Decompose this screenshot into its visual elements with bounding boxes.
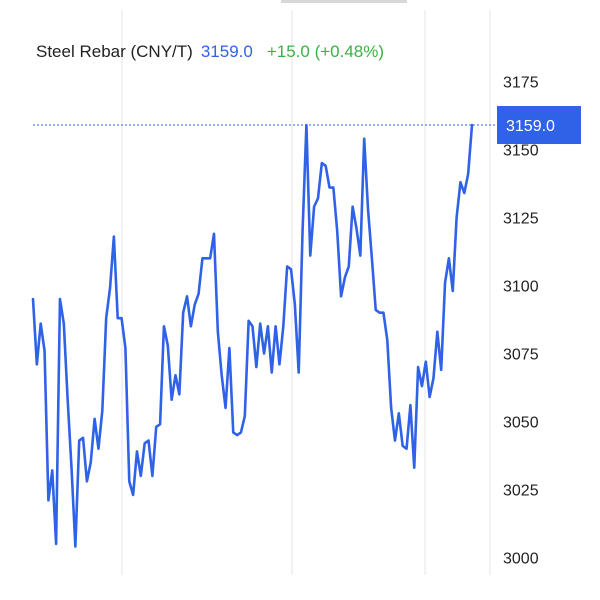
chart-header: Steel Rebar (CNY/T) 3159.0 +15.0 (+0.48%) [36,42,384,62]
y-tick-3175: 3175 [503,75,539,92]
y-tick-3075: 3075 [503,347,539,364]
y-tick-3125: 3125 [503,211,539,228]
y-tick-3050: 3050 [503,415,539,432]
series-line [31,123,474,548]
grid-lines [121,10,491,575]
y-tick-3150: 3150 [503,143,539,160]
current-price: 3159.0 [200,42,253,61]
last-price-label: 3159.0 [506,118,555,135]
tab-indicator [281,0,407,3]
instrument-name: Steel Rebar (CNY/T) [36,42,193,61]
y-axis: 3000 3025 3050 3075 3100 3125 3150 3175 [503,75,539,568]
y-tick-3000: 3000 [503,551,539,568]
price-change: +15.0 (+0.48%) [266,42,385,61]
last-price-tag: 3159.0 [497,106,581,145]
y-tick-3100: 3100 [503,279,539,296]
y-tick-3025: 3025 [503,483,539,500]
